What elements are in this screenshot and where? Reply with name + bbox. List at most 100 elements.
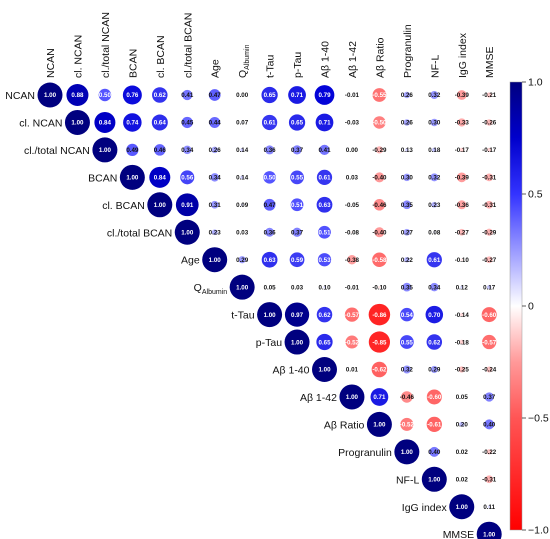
correlation-value: 1.00: [264, 312, 277, 319]
correlation-value: 0.45: [181, 120, 194, 127]
row-label-ncan: NCAN: [5, 90, 35, 102]
col-label-mmse: MMSE: [484, 47, 496, 79]
correlation-circle: [430, 91, 439, 99]
correlation-value: 0.59: [291, 257, 304, 264]
correlation-circle: [261, 251, 278, 268]
correlation-value: 0.36: [264, 229, 277, 236]
col-label-age: Age: [210, 59, 222, 78]
correlation-value: 0.55: [291, 175, 304, 182]
correlation-value: 0.02: [456, 449, 469, 456]
correlation-circle: [154, 144, 166, 156]
correlation-circle: [433, 231, 436, 234]
correlation-circle: [152, 87, 168, 103]
correlation-value: 0.71: [318, 120, 331, 127]
correlation-value: -0.31: [482, 202, 497, 209]
correlation-value: 0.22: [401, 257, 414, 264]
correlation-value: 0.14: [236, 175, 249, 182]
correlation-circle: [426, 334, 443, 350]
correlation-circle: [350, 231, 353, 234]
correlation-circle: [265, 145, 275, 155]
correlation-circle: [459, 147, 464, 153]
correlation-circle: [484, 392, 494, 402]
correlation-circle: [240, 148, 244, 152]
correlation-circle: [288, 114, 306, 131]
correlation-value: 0.51: [318, 229, 331, 236]
correlation-circle: [404, 256, 410, 263]
correlation-circle: [476, 521, 502, 539]
correlation-value: 0.51: [291, 202, 304, 209]
correlation-value: 0.71: [373, 394, 386, 401]
correlation-circle: [347, 254, 357, 265]
correlation-value: 0.63: [264, 257, 277, 264]
correlation-circle: [268, 286, 271, 288]
col-label-cl-bcan: cl. BCAN: [155, 35, 167, 78]
correlation-circle: [210, 173, 219, 182]
correlation-circle: [461, 396, 463, 398]
correlation-circle: [485, 173, 494, 182]
correlation-value: 0.44: [209, 120, 222, 127]
correlation-circle: [402, 365, 411, 374]
correlation-value: -0.33: [455, 120, 470, 127]
correlation-circle: [183, 145, 192, 155]
row-label-cl-ncan: cl. NCAN: [19, 117, 62, 129]
correlation-circle: [457, 118, 466, 127]
colorbar-tick-label: 0: [528, 301, 534, 313]
correlation-circle: [238, 256, 246, 264]
correlation-circle: [368, 331, 391, 353]
colorbar-tick-label: 1.0: [528, 77, 543, 89]
correlation-value: -0.27: [455, 229, 470, 236]
correlation-value: 0.41: [318, 147, 331, 154]
correlation-circle: [316, 196, 333, 213]
correlation-value: 0.36: [264, 147, 277, 154]
col-label-igg-index: IgG index: [457, 32, 469, 78]
correlation-value: -0.60: [427, 394, 442, 401]
correlation-circle: [209, 116, 221, 128]
correlation-circle: [430, 365, 438, 374]
correlation-circle: [92, 137, 118, 163]
correlation-circle: [374, 227, 385, 238]
correlation-circle: [64, 109, 90, 135]
col-label-progranulin: Progranulin: [402, 24, 414, 78]
correlation-circle: [429, 446, 440, 457]
row-label-a-1-42: Aβ 1-42: [300, 392, 337, 404]
correlation-circle: [284, 302, 310, 327]
correlation-circle: [449, 494, 475, 520]
correlation-circle: [265, 227, 275, 237]
correlation-value: 0.26: [401, 92, 414, 99]
correlation-circle: [94, 111, 116, 133]
correlation-circle: [401, 391, 413, 403]
correlation-value: 0.47: [264, 202, 277, 209]
correlation-circle: [374, 172, 385, 183]
correlation-value: 0.61: [264, 120, 277, 127]
correlation-value: 0.65: [291, 120, 304, 127]
row-label-mmse: MMSE: [443, 529, 475, 539]
correlation-value: 0.27: [401, 229, 414, 236]
correlation-circle: [403, 173, 411, 182]
correlation-value: -0.52: [345, 339, 360, 346]
correlation-circle: [208, 89, 221, 101]
correlation-value: 0.32: [401, 367, 414, 374]
correlation-circle: [288, 86, 306, 104]
correlation-value: 0.29: [428, 367, 441, 374]
correlation-circle: [459, 421, 465, 427]
correlation-value: -0.39: [455, 175, 470, 182]
correlation-circle: [460, 312, 464, 317]
correlation-value: 0.03: [346, 175, 359, 182]
correlation-value: -0.14: [455, 312, 470, 319]
correlation-circle: [316, 333, 333, 351]
correlation-circle: [319, 144, 330, 156]
correlation-value: 0.13: [401, 147, 414, 154]
correlation-value: 0.84: [154, 175, 167, 182]
correlation-circle: [314, 85, 335, 105]
correlation-circle: [317, 253, 332, 267]
correlation-value: 0.47: [209, 92, 222, 99]
colorbar-tick-label: 0.5: [528, 189, 543, 201]
correlation-value: 0.31: [209, 202, 222, 209]
column-labels: NCAN cl. NCAN cl./total NCAN BCAN cl. BCAN cl…: [45, 12, 496, 78]
correlation-circle: [119, 164, 145, 190]
correlation-value: 0.08: [428, 229, 441, 236]
correlation-circle: [421, 466, 447, 492]
colorbar-tick-label: −0.5: [528, 413, 549, 425]
correlation-circle: [240, 175, 244, 180]
correlation-circle: [257, 302, 283, 328]
